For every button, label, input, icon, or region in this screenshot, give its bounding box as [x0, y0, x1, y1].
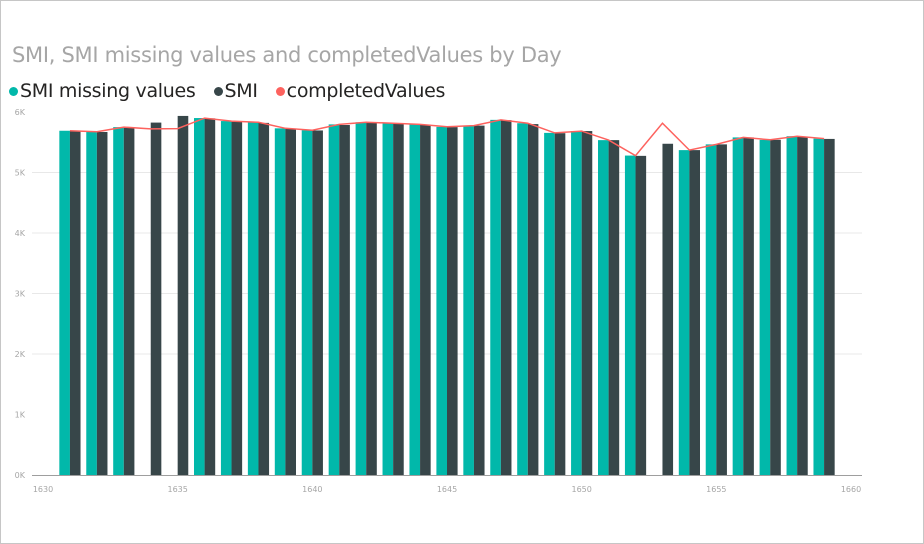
- bar-smi[interactable]: [608, 140, 620, 475]
- x-axis: 1630 1635 1640 1645 1650 1655 1660: [32, 475, 862, 494]
- x-tick-label: 1645: [437, 485, 457, 494]
- legend-marker-icon: [213, 86, 223, 96]
- bar-smi-missing-values[interactable]: [113, 127, 124, 475]
- y-tick-label: 1K: [15, 411, 26, 420]
- line-completed-values[interactable]: [69, 117, 825, 157]
- y-tick-label: 0K: [15, 471, 26, 480]
- bar-smi[interactable]: [393, 123, 404, 476]
- bar-smi-missing-values[interactable]: [678, 150, 690, 476]
- bar-smi[interactable]: [500, 120, 512, 475]
- bar-smi[interactable]: [662, 143, 674, 475]
- x-tick-label: 1655: [706, 485, 726, 494]
- bar-smi[interactable]: [258, 122, 270, 475]
- bar-smi[interactable]: [69, 131, 81, 476]
- legend-label: SMI: [224, 80, 258, 102]
- bar-smi-missing-values[interactable]: [705, 144, 717, 475]
- bar-smi-missing-values[interactable]: [194, 118, 205, 476]
- bar-smi[interactable]: [635, 155, 647, 476]
- bar-series: [59, 115, 835, 476]
- bar-smi-missing-values[interactable]: [274, 128, 286, 475]
- bar-smi-missing-values[interactable]: [59, 130, 70, 475]
- bar-smi[interactable]: [527, 124, 539, 475]
- y-tick-label: 3K: [15, 290, 26, 299]
- x-tick-label: 1640: [302, 485, 322, 494]
- bar-smi-missing-values[interactable]: [328, 124, 340, 475]
- bar-smi-missing-values[interactable]: [544, 132, 555, 475]
- line-series: [69, 117, 825, 157]
- bar-smi-missing-values[interactable]: [490, 119, 501, 476]
- x-tick-label: 1650: [571, 485, 591, 494]
- bar-smi-missing-values[interactable]: [86, 131, 97, 475]
- bar-smi-missing-values[interactable]: [247, 122, 259, 475]
- bar-smi[interactable]: [231, 121, 243, 476]
- bar-smi-missing-values[interactable]: [355, 122, 367, 475]
- bar-smi[interactable]: [366, 122, 377, 476]
- chart-title: SMI, SMI missing values and completedVal…: [12, 43, 562, 67]
- bar-smi[interactable]: [689, 150, 700, 476]
- y-axis: 0K 1K 2K 3K 4K 5K 6K: [15, 108, 26, 480]
- bar-smi[interactable]: [123, 127, 135, 475]
- bar-smi[interactable]: [824, 138, 835, 476]
- legend-marker-icon: [9, 86, 18, 96]
- x-tick-label: 1660: [841, 485, 861, 494]
- bar-smi[interactable]: [554, 133, 566, 476]
- bar-smi[interactable]: [770, 139, 781, 475]
- x-tick-label: 1635: [167, 485, 187, 494]
- bar-smi-missing-values[interactable]: [732, 137, 744, 475]
- bar-smi-missing-values[interactable]: [624, 155, 636, 475]
- legend-item-smi[interactable]: SMI: [213, 80, 258, 102]
- bar-smi[interactable]: [204, 118, 216, 475]
- bar-smi-missing-values[interactable]: [463, 125, 474, 476]
- bar-smi[interactable]: [447, 127, 458, 475]
- legend-label: SMI missing values: [20, 80, 196, 102]
- legend-item-smi-missing-values[interactable]: SMI missing values: [9, 80, 196, 102]
- bar-smi[interactable]: [581, 131, 593, 475]
- bar-smi[interactable]: [339, 125, 350, 475]
- legend-marker-icon: [275, 86, 285, 96]
- bar-smi-missing-values[interactable]: [571, 131, 582, 475]
- legend-label: completedValues: [286, 80, 446, 102]
- bar-smi-missing-values[interactable]: [517, 123, 528, 475]
- bar-smi[interactable]: [177, 115, 189, 476]
- bar-smi-missing-values[interactable]: [301, 130, 313, 475]
- bar-smi[interactable]: [96, 131, 108, 475]
- bar-smi[interactable]: [716, 144, 727, 475]
- bar-smi[interactable]: [743, 137, 754, 475]
- y-tick-label: 2K: [15, 350, 26, 359]
- y-tick-label: 5K: [15, 169, 26, 178]
- bar-smi[interactable]: [473, 125, 485, 476]
- bar-smi[interactable]: [312, 130, 323, 475]
- bar-smi-missing-values[interactable]: [220, 121, 232, 475]
- bar-smi[interactable]: [797, 136, 808, 475]
- bar-smi-missing-values[interactable]: [382, 123, 394, 475]
- legend-item-completed-values[interactable]: completedValues: [275, 80, 446, 102]
- bar-smi-missing-values[interactable]: [436, 126, 447, 475]
- bar-smi[interactable]: [420, 124, 431, 475]
- y-tick-label: 4K: [15, 229, 26, 238]
- bar-smi-missing-values[interactable]: [813, 138, 825, 475]
- chart-legend: SMI missing values SMI completedValues: [9, 80, 463, 102]
- x-tick-label: 1630: [33, 485, 53, 494]
- bar-smi-missing-values[interactable]: [759, 139, 771, 475]
- bar-smi[interactable]: [285, 128, 296, 475]
- bar-smi-missing-values[interactable]: [598, 140, 609, 475]
- bar-smi[interactable]: [150, 122, 162, 476]
- bar-smi-missing-values[interactable]: [786, 136, 798, 475]
- bar-smi-missing-values[interactable]: [409, 124, 421, 475]
- y-tick-label: 6K: [15, 108, 26, 117]
